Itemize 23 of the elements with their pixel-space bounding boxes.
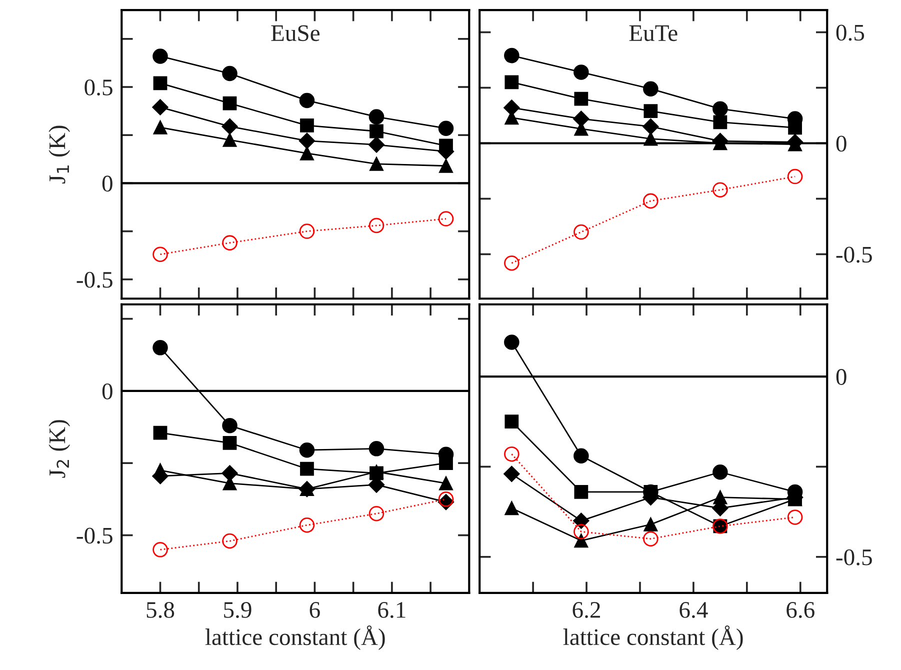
x-tick-label: 5.9 (224, 602, 252, 618)
x-tick-label: 6.2 (572, 602, 600, 618)
y-tick-label: 0.5 (836, 24, 864, 41)
y-tick-label: 0 (836, 136, 846, 152)
x-tick-label: 6 (310, 602, 320, 618)
y-tick-label: -0.5 (76, 528, 112, 544)
y-axis-title: J$_{1}$ (K) (48, 126, 70, 184)
y-tick-label: 0.5 (84, 79, 112, 96)
x-tick-label: 6.1 (378, 602, 406, 618)
y-tick-label: 0 (102, 383, 112, 400)
x-axis-title: lattice constant (Å) (563, 625, 743, 650)
x-tick-label: 5.8 (146, 602, 174, 618)
y-tick-label: -0.5 (836, 246, 872, 263)
chart-title: EuTe (629, 25, 678, 42)
y-tick-label: -0.5 (76, 272, 112, 288)
y-tick-label: 0 (836, 369, 846, 385)
x-tick-label: 6.6 (786, 602, 814, 618)
y-axis-title: J$_{2}$ (K) (48, 420, 70, 478)
x-axis-title: lattice constant (Å) (205, 625, 385, 650)
y-tick-label: 0 (102, 176, 112, 192)
chart-title: EuSe (271, 25, 320, 42)
x-tick-label: 6.4 (680, 602, 708, 618)
y-tick-label: -0.5 (836, 549, 872, 566)
